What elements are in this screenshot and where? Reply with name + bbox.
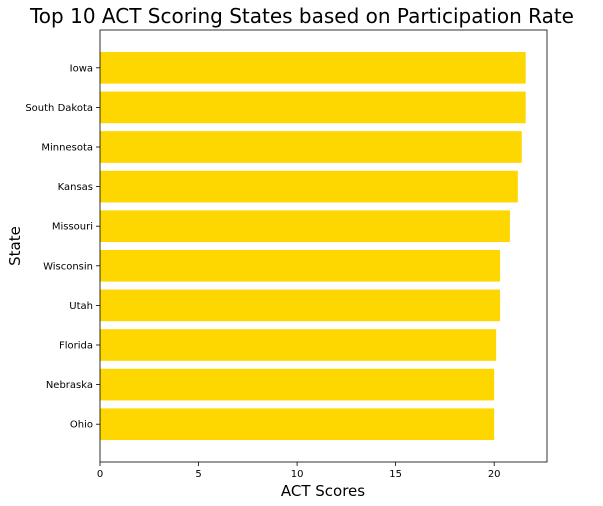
x-tick-label: 0 — [97, 469, 103, 480]
bar-ohio — [100, 408, 495, 441]
bar-wisconsin — [100, 249, 501, 282]
y-tick-label: South Dakota — [25, 103, 93, 114]
bar-kansas — [100, 170, 518, 203]
x-tick-label: 5 — [195, 469, 201, 480]
bars-layer — [100, 51, 526, 441]
x-tick-label: 10 — [291, 469, 304, 480]
y-tick-label: Missouri — [52, 222, 93, 233]
y-tick-label: Iowa — [70, 63, 93, 74]
y-axis-ticks: Iowa South Dakota Minnesota Kansas Missouri W… — [25, 63, 100, 431]
y-tick-label: Wisconsin — [43, 261, 93, 272]
y-axis-label: State — [6, 226, 24, 266]
bar-minnesota — [100, 131, 522, 163]
x-axis-ticks: 0 5 10 15 20 — [97, 462, 501, 480]
y-tick-label: Florida — [59, 341, 93, 352]
y-tick-label: Ohio — [70, 420, 93, 431]
bar-florida — [100, 329, 497, 361]
y-tick-label: Kansas — [58, 182, 93, 193]
y-tick-label: Nebraska — [46, 380, 93, 391]
y-tick-label: Utah — [69, 301, 93, 312]
chart-title: Top 10 ACT Scoring States based on Parti… — [29, 4, 574, 28]
x-tick-label: 20 — [488, 469, 501, 480]
x-axis-label: ACT Scores — [281, 482, 365, 500]
plot-frame — [99, 29, 548, 463]
y-tick-label: Minnesota — [41, 143, 93, 154]
bar-south-dakota — [100, 91, 526, 124]
bar-iowa — [100, 51, 526, 84]
x-tick-label: 15 — [389, 469, 402, 480]
bar-nebraska — [100, 368, 495, 401]
bar-utah — [100, 289, 501, 322]
bar-missouri — [100, 210, 510, 243]
